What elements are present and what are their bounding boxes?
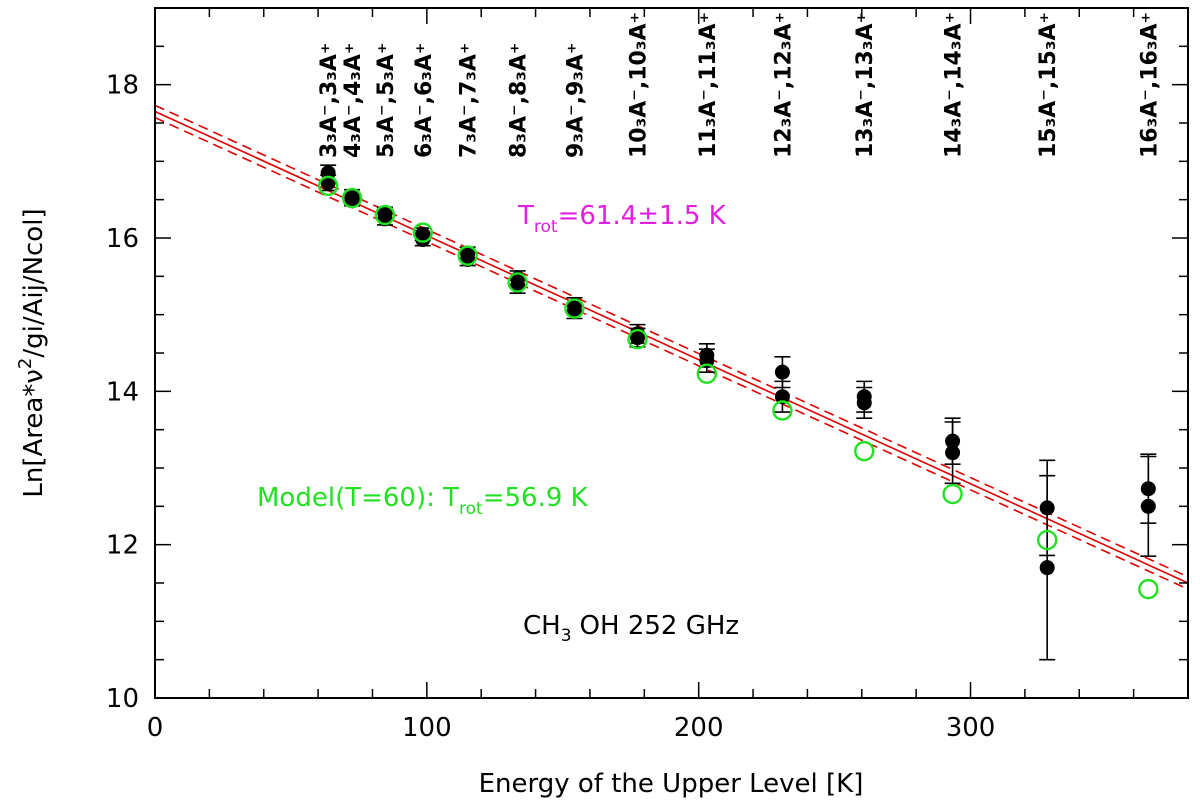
y-axis-label: Ln[Area*ν2/gi/Aij/Ncol] xyxy=(15,208,49,497)
fit-lower-bound xyxy=(155,116,1188,590)
trot-value: =61.4±1.5 K xyxy=(558,201,727,231)
model-point-5 xyxy=(507,272,528,293)
model-point-4 xyxy=(457,245,478,266)
tick-labels: 0 100 200 300 10 12 14 16 18 xyxy=(106,71,995,743)
model-value: =56.9 K xyxy=(483,483,589,513)
observed-point-23 xyxy=(944,421,961,485)
observed-marker xyxy=(1140,498,1156,514)
fit-lines xyxy=(155,104,1188,590)
model-point-9 xyxy=(772,400,793,421)
model-sub: rot xyxy=(459,499,483,519)
trot-annotation: Trot=61.4±1.5 K xyxy=(517,201,727,237)
observed-marker xyxy=(344,192,360,208)
transition-label-11: 14₃A⁻,14₃A⁺ xyxy=(942,12,967,158)
x-axis-label: Energy of the Upper Level [K] xyxy=(479,769,864,799)
y-tick-label: 16 xyxy=(106,224,139,254)
transition-label-4: 7₃A⁻,7₃A⁺ xyxy=(457,42,482,158)
x-tick-label: 300 xyxy=(946,713,996,743)
transition-label-9: 12₃A⁻,12₃A⁺ xyxy=(771,12,796,158)
y-axis-label-main: Ln[Area*ν xyxy=(19,369,49,497)
transition-label-5: 8₃A⁻,8₃A⁺ xyxy=(507,42,532,158)
transition-label-13: 16₃A⁻,16₃A⁺ xyxy=(1137,12,1162,158)
observed-point-25 xyxy=(1039,474,1056,661)
observed-marker xyxy=(630,330,646,346)
model-point-1 xyxy=(341,187,363,209)
observed-marker xyxy=(945,445,961,461)
observed-marker xyxy=(856,395,872,411)
species-sub: 3 xyxy=(561,626,572,646)
observed-point-7 xyxy=(414,232,431,248)
axis-ticks xyxy=(154,7,1189,699)
model-point-13 xyxy=(1138,578,1159,600)
transition-label-7: 10₃A⁻,10₃A⁺ xyxy=(627,12,652,158)
transition-label-12: 15₃A⁻,15₃A⁺ xyxy=(1036,12,1061,158)
y-tick-label: 18 xyxy=(106,71,139,101)
y-tick-label: 14 xyxy=(106,377,139,407)
transition-label-8: 11₃A⁻,11₃A⁺ xyxy=(696,12,721,158)
transition-label-2: 5₃A⁻,5₃A⁺ xyxy=(374,42,399,158)
observed-point-19 xyxy=(774,380,791,413)
y-tick-label: 10 xyxy=(106,684,139,714)
observed-point-27 xyxy=(1140,455,1157,557)
model-annotation: Model(T=60): Trot=56.9 K xyxy=(257,483,589,519)
x-tick-label: 100 xyxy=(402,713,452,743)
observed-point-21 xyxy=(856,386,873,419)
y-axis-label-sup: 2 xyxy=(15,358,36,369)
model-point-3 xyxy=(412,222,433,243)
observed-marker xyxy=(510,278,526,294)
transition-label-6: 9₃A⁻,9₃A⁺ xyxy=(563,42,588,158)
model-point-10 xyxy=(854,440,875,462)
observed-marker xyxy=(774,364,790,380)
model-point-11 xyxy=(942,483,963,505)
x-tick-label: 200 xyxy=(674,713,724,743)
species-b: OH 252 GHz xyxy=(580,611,740,641)
observed-marker xyxy=(415,232,431,248)
model-prefix: Model(T=60): T xyxy=(257,483,459,513)
transition-label-3: 6₃A⁻,6₃A⁺ xyxy=(412,42,437,158)
plot-marks xyxy=(155,104,1188,661)
y-axis-label-rest: /gi/Aij/Ncol] xyxy=(19,208,49,357)
model-point-7 xyxy=(627,329,648,350)
transition-label-0: 3₃A⁻,3₃A⁺ xyxy=(317,42,342,158)
fit-upper-bound xyxy=(155,104,1188,578)
trot-prefix: T xyxy=(517,201,534,231)
transition-labels: 3₃A⁻,3₃A⁺4₃A⁻,4₃A⁺ 5₃A⁻,5₃A⁺ 6₃A⁻,6₃A⁺ 7₃A⁻… xyxy=(317,12,1162,158)
model-point-8 xyxy=(696,363,718,384)
model-point-6 xyxy=(564,298,585,319)
species-annotation: CH3 OH 252 GHz xyxy=(523,611,739,646)
observed-marker xyxy=(774,389,790,405)
y-tick-label: 12 xyxy=(106,531,139,561)
transition-label-10: 13₃A⁻,13₃A⁺ xyxy=(853,12,878,158)
trot-sub: rot xyxy=(534,217,558,237)
model-point-2 xyxy=(374,204,396,226)
x-tick-label: 0 xyxy=(147,713,164,743)
observed-point-3 xyxy=(344,192,361,208)
observed-marker xyxy=(1039,560,1055,576)
observed-marker xyxy=(566,303,582,319)
species-a: CH xyxy=(523,611,561,641)
model-point-0 xyxy=(317,175,339,197)
transition-label-1: 4₃A⁻,4₃A⁺ xyxy=(341,42,366,158)
model-point-12 xyxy=(1036,529,1058,551)
observed-marker xyxy=(320,175,336,191)
